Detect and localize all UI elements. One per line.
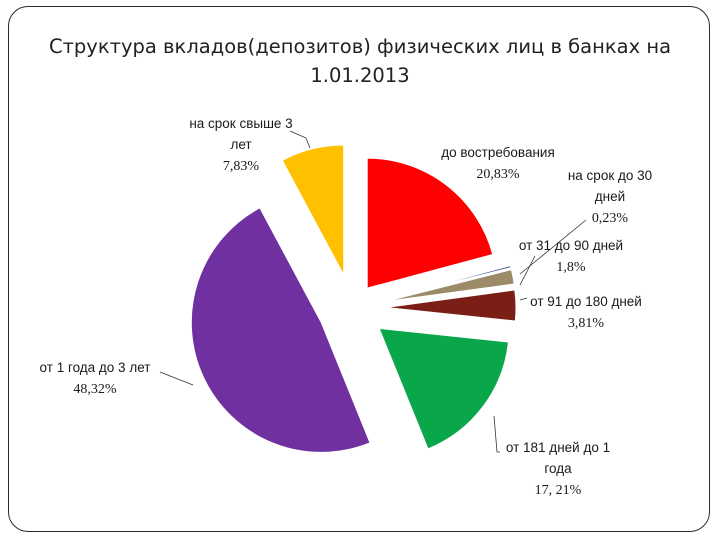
leader-line (519, 297, 528, 301)
slice-name-label: от 31 до 90 дней (519, 238, 623, 253)
leader-line (493, 415, 500, 453)
slice-label: до востребования 20,83% (441, 145, 555, 182)
pie-slice (385, 269, 515, 303)
pie-slice (385, 289, 517, 322)
slice-value-label: 48,32% (73, 382, 117, 397)
slice-label: на срок свыше 3 лет 7,83% (189, 116, 292, 174)
pie-slice (281, 144, 345, 276)
slice-label: от 31 до 90 дней 1,8% (519, 238, 623, 275)
slice-name-label: года (544, 461, 572, 476)
chart-title: Структура вкладов(депозитов) физических … (30, 32, 690, 90)
leader-line (159, 371, 194, 386)
slice-value-label: 7,83% (223, 159, 260, 174)
chart-title-line-1: Структура вкладов(депозитов) физических … (48, 35, 672, 58)
pie-slice (384, 265, 512, 300)
slice-name-label: на срок до 30 (568, 168, 652, 183)
slice-label: от 91 до 180 дней 3,81% (530, 294, 642, 331)
slice-name-label: до востребования (441, 145, 555, 160)
slide-frame (8, 6, 710, 532)
slice-name-label: лет (230, 137, 251, 152)
slice-name-label: от 91 до 180 дней (530, 294, 642, 309)
pie-slice (378, 327, 510, 450)
slice-value-label: 20,83% (476, 167, 520, 182)
leader-line (519, 219, 587, 275)
pie-slice (190, 207, 371, 453)
slice-label: на срок до 30 дней 0,23% (568, 168, 652, 226)
slice-name-label: дней (595, 189, 625, 204)
leader-line (519, 255, 536, 286)
slice-value-label: 17, 21% (535, 483, 582, 498)
chart-title-line-2: 1.01.2013 (310, 64, 410, 87)
slice-value-label: 3,81% (568, 316, 605, 331)
slice-label: от 1 года до 3 лет 48,32% (40, 360, 151, 397)
leader-line (289, 130, 311, 149)
slice-value-label: 0,23% (592, 211, 629, 226)
slice-value-label: 1,8% (556, 260, 586, 275)
pie-slice (366, 157, 494, 289)
slice-name-label: на срок свыше 3 (189, 116, 292, 131)
slice-name-label: от 1 года до 3 лет (40, 360, 151, 375)
slice-label: от 181 дней до 1 года 17, 21% (506, 440, 610, 498)
slice-name-label: от 181 дней до 1 (506, 440, 610, 455)
